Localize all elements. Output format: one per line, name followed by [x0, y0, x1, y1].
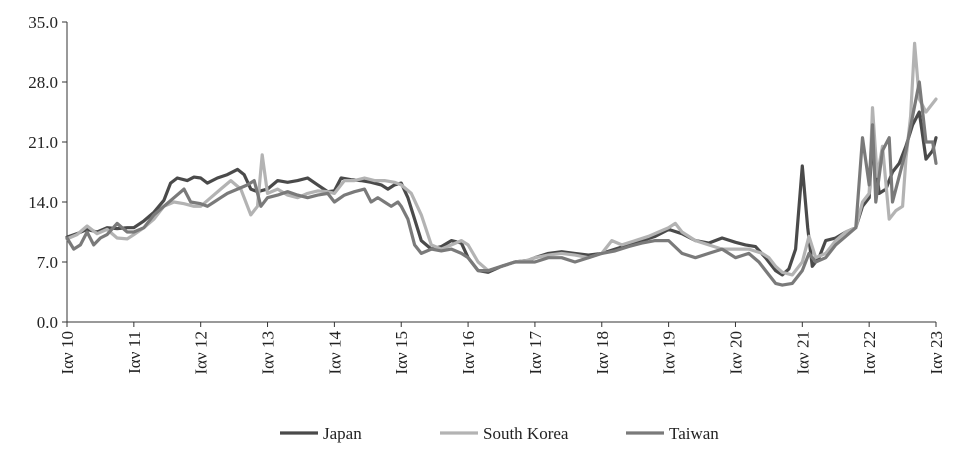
- legend: Japan South Korea Taiwan: [280, 424, 719, 443]
- legend-item: Japan: [280, 424, 362, 443]
- x-tick-label: Ιαν 14: [325, 331, 344, 375]
- x-tick-label: Ιαν 23: [927, 331, 946, 375]
- series-lines: [65, 41, 938, 287]
- x-tick-label: Ιαν 10: [58, 331, 77, 375]
- y-tick-label: 35.0: [28, 13, 58, 32]
- x-tick-label: Ιαν 22: [860, 331, 879, 375]
- x-tick-label: Ιαν 20: [726, 331, 745, 375]
- legend-item: Taiwan: [626, 424, 719, 443]
- y-tick-label: 0.0: [37, 313, 58, 332]
- axes: 0.0 7.0 14.0 21.0 28.0 35.0 Ιαν 10 Ιαν 11 Ιαν 12…: [28, 13, 946, 375]
- x-tick-label: Ιαν 15: [392, 331, 411, 375]
- series-line-taiwan: [65, 80, 938, 287]
- y-tick-label: 21.0: [28, 133, 58, 152]
- x-tick-label: Ιαν 18: [593, 331, 612, 375]
- x-tick-label: Ιαν 17: [526, 331, 545, 375]
- x-tick-label: Ιαν 12: [192, 331, 211, 375]
- legend-label: South Korea: [483, 424, 569, 443]
- series-line-south-korea: [65, 41, 938, 277]
- x-tick-label: Ιαν 11: [125, 331, 144, 374]
- x-tick-label: Ιαν 13: [259, 331, 278, 375]
- legend-item: South Korea: [440, 424, 569, 443]
- x-tick-label: Ιαν 19: [660, 331, 679, 375]
- legend-label: Japan: [323, 424, 362, 443]
- legend-label: Taiwan: [669, 424, 719, 443]
- y-tick-label: 7.0: [37, 253, 58, 272]
- y-tick-label: 14.0: [28, 193, 58, 212]
- x-tick-label: Ιαν 21: [793, 331, 812, 375]
- y-tick-label: 28.0: [28, 73, 58, 92]
- x-tick-label: Ιαν 16: [459, 331, 478, 375]
